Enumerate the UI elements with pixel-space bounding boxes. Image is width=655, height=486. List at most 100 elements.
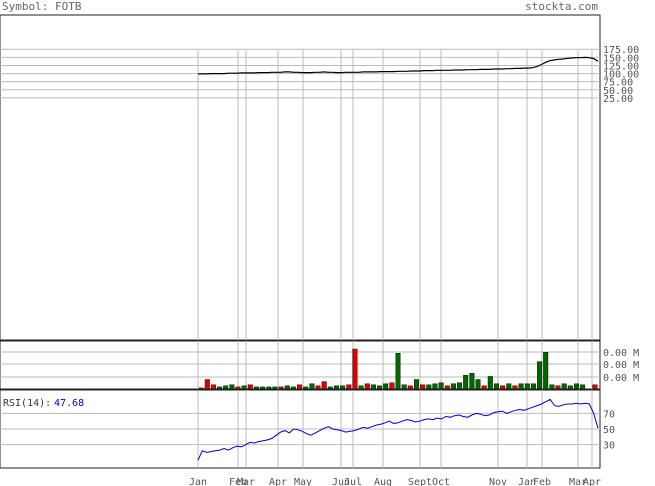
volume-bar bbox=[297, 384, 303, 390]
x-tick-label: Mar bbox=[237, 477, 255, 486]
x-tick-label: Jul bbox=[344, 477, 362, 486]
symbol-label: Symbol: FOTB bbox=[2, 0, 82, 13]
volume-bar bbox=[524, 383, 530, 390]
volume-bar bbox=[463, 375, 469, 390]
volume-bar bbox=[457, 382, 463, 390]
volume-bar bbox=[241, 385, 247, 390]
volume-bar bbox=[401, 384, 407, 390]
price-tick-label: 75.00 bbox=[603, 78, 633, 89]
volume-bar bbox=[444, 385, 450, 390]
volume-bar bbox=[574, 383, 580, 390]
price-panel bbox=[0, 14, 601, 341]
volume-bar bbox=[494, 383, 500, 390]
volume-bar bbox=[420, 384, 426, 390]
volume-tick-label: 0.00 M bbox=[603, 348, 639, 359]
volume-bar bbox=[309, 383, 315, 390]
volume-bar bbox=[272, 386, 278, 390]
x-tick-label: May bbox=[294, 477, 312, 486]
volume-bar bbox=[414, 379, 420, 390]
volume-bar bbox=[334, 385, 340, 390]
rsi-label: RSI(14): bbox=[3, 398, 51, 409]
volume-bar bbox=[438, 382, 444, 390]
volume-bar bbox=[217, 386, 223, 390]
volume-bar bbox=[370, 384, 376, 390]
rsi-tick-label: 30 bbox=[603, 441, 615, 452]
x-tick-label: Apr bbox=[269, 477, 287, 486]
volume-bar bbox=[315, 385, 321, 390]
price-tick-label: 25.00 bbox=[603, 94, 633, 105]
volume-bar bbox=[303, 386, 309, 390]
volume-bar bbox=[340, 385, 346, 390]
rsi-tick-label: 70 bbox=[603, 409, 615, 420]
x-tick-label: Apr bbox=[583, 477, 601, 486]
rsi-current-value: 47.68 bbox=[54, 398, 84, 409]
volume-bar bbox=[352, 348, 358, 390]
volume-panel bbox=[0, 340, 601, 390]
volume-bar bbox=[426, 384, 432, 390]
price-tick-label: 150.00 bbox=[603, 53, 639, 64]
volume-bar bbox=[266, 386, 272, 390]
volume-bar bbox=[229, 384, 235, 390]
volume-bar bbox=[537, 361, 543, 390]
volume-bar bbox=[592, 384, 598, 390]
volume-bar bbox=[580, 384, 586, 390]
volume-bar bbox=[555, 385, 561, 390]
volume-bar bbox=[204, 379, 210, 390]
volume-tick-label: 0.00 M bbox=[603, 360, 639, 371]
volume-bar bbox=[389, 382, 395, 390]
price-tick-label: 175.00 bbox=[603, 45, 639, 56]
volume-bar bbox=[198, 387, 204, 390]
volume-bar bbox=[561, 383, 567, 390]
volume-bar bbox=[475, 379, 481, 390]
x-tick-label: Sept bbox=[408, 477, 432, 486]
volume-tick-label: 0.00 M bbox=[603, 373, 639, 384]
x-tick-label: Jan bbox=[189, 477, 207, 486]
volume-bar bbox=[450, 383, 456, 390]
x-tick-label: Feb bbox=[229, 477, 247, 486]
x-tick-label: Jan bbox=[518, 477, 536, 486]
volume-bar bbox=[432, 383, 438, 390]
volume-bar bbox=[235, 386, 241, 390]
price-tick-label: 125.00 bbox=[603, 61, 639, 72]
volume-bar bbox=[395, 353, 401, 390]
volume-bar bbox=[284, 385, 290, 390]
site-name: stockta.com bbox=[525, 0, 598, 13]
price-tick-label: 50.00 bbox=[603, 86, 633, 97]
price-line bbox=[198, 56, 599, 75]
volume-bar bbox=[253, 386, 259, 390]
rsi-line bbox=[197, 398, 599, 461]
volume-bar bbox=[512, 385, 518, 390]
volume-bar bbox=[530, 383, 536, 390]
volume-bar bbox=[247, 384, 253, 390]
volume-bar bbox=[210, 384, 216, 390]
rsi-tick-label: 50 bbox=[603, 425, 615, 436]
volume-bar bbox=[469, 373, 475, 390]
volume-bar bbox=[346, 384, 352, 390]
volume-bar bbox=[500, 385, 506, 390]
volume-bar bbox=[377, 385, 383, 390]
volume-bar bbox=[278, 386, 284, 390]
volume-bar bbox=[364, 383, 370, 390]
volume-bar bbox=[481, 385, 487, 390]
volume-bar bbox=[543, 352, 549, 390]
x-tick-label: Aug bbox=[374, 477, 392, 486]
x-tick-label: Nov bbox=[489, 477, 507, 486]
x-tick-label: Jun bbox=[332, 477, 350, 486]
x-tick-label: Oct bbox=[432, 477, 450, 486]
volume-bar bbox=[327, 386, 333, 390]
volume-bar bbox=[358, 385, 364, 390]
volume-bar bbox=[223, 385, 229, 390]
volume-bar bbox=[321, 381, 327, 390]
x-tick-label: Feb bbox=[533, 477, 551, 486]
volume-bar bbox=[407, 385, 413, 390]
volume-bar bbox=[260, 386, 266, 390]
volume-bar bbox=[383, 383, 389, 390]
volume-bar bbox=[506, 383, 512, 390]
volume-bar bbox=[567, 385, 573, 390]
price-tick-label: 100.00 bbox=[603, 70, 639, 81]
volume-bar bbox=[487, 376, 493, 390]
volume-bar bbox=[518, 383, 524, 390]
volume-bar bbox=[549, 384, 555, 390]
x-tick-label: Mar bbox=[569, 477, 587, 486]
